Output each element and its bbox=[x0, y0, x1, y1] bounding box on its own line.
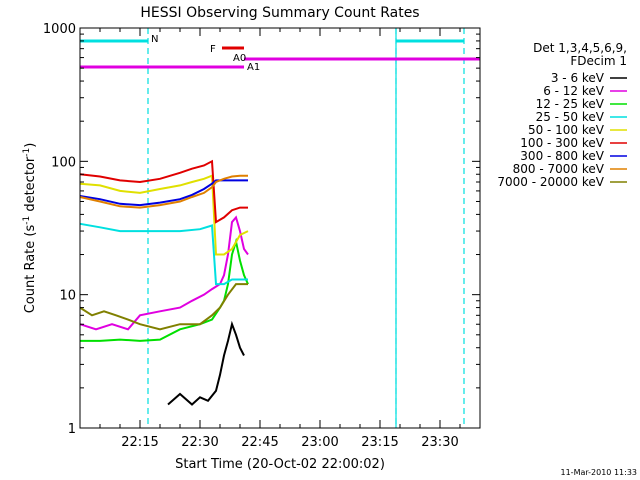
y-axis-label-main: Count Rate (s bbox=[23, 225, 38, 314]
legend-header-1: Det 1,3,4,5,6,9, bbox=[533, 41, 627, 55]
series-line bbox=[167, 320, 245, 406]
series-line bbox=[79, 174, 248, 209]
series-line bbox=[79, 174, 249, 256]
legend-header-2: FDecim 1 bbox=[570, 54, 627, 68]
x-axis-ticks: 22:15 22:30 22:45 23:00 23:15 23:30 bbox=[79, 28, 481, 450]
series-line bbox=[80, 237, 249, 342]
series-line bbox=[79, 215, 249, 331]
x-tick-label: 22:15 bbox=[121, 435, 158, 450]
y-tick-label: 100 bbox=[51, 155, 76, 170]
legend-label: 12 - 25 keV bbox=[536, 97, 605, 111]
y-axis-label: Count Rate (s-1 detector-1) bbox=[22, 143, 38, 314]
y-axis-label-mid: detector bbox=[23, 156, 38, 216]
x-tick-label: 23:30 bbox=[421, 435, 458, 450]
legend-label: 100 - 300 keV bbox=[520, 136, 604, 150]
y-tick-label: 1 bbox=[68, 422, 76, 437]
flare-label: F bbox=[210, 44, 216, 55]
legend-label: 25 - 50 keV bbox=[536, 110, 605, 124]
x-tick-label: 22:30 bbox=[181, 435, 218, 450]
legend-label: 3 - 6 keV bbox=[551, 71, 605, 85]
plot-frame bbox=[79, 27, 481, 429]
series-line bbox=[79, 159, 248, 224]
y-axis-label-exp2: -1 bbox=[22, 148, 32, 157]
legend-label: 800 - 7000 keV bbox=[513, 162, 605, 176]
y-tick-label: 1000 bbox=[43, 22, 76, 37]
attenuator-a1-label: A1 bbox=[247, 62, 260, 73]
y-tick-label: 10 bbox=[59, 289, 76, 304]
y-axis-label-exp1: -1 bbox=[22, 216, 32, 225]
legend-label: 7000 - 20000 keV bbox=[497, 175, 604, 189]
series-line bbox=[79, 283, 248, 331]
x-tick-label: 23:15 bbox=[361, 435, 398, 450]
chart-title: HESSI Observing Summary Count Rates bbox=[140, 5, 419, 21]
y-axis-ticks: 1 10 100 1000 bbox=[43, 22, 480, 437]
y-axis-label-end: ) bbox=[23, 143, 38, 148]
night-label: N bbox=[151, 34, 158, 45]
legend-label: 6 - 12 keV bbox=[543, 84, 605, 98]
timestamp: 11-Mar-2010 11:33 bbox=[561, 468, 638, 477]
legend-label: 300 - 800 keV bbox=[520, 149, 604, 163]
x-axis-label: Start Time (20-Oct-02 22:00:02) bbox=[175, 457, 385, 472]
x-tick-label: 23:00 bbox=[301, 435, 338, 450]
series-line bbox=[79, 222, 248, 286]
legend-label: 50 - 100 keV bbox=[528, 123, 605, 137]
x-tick-label: 22:45 bbox=[241, 435, 278, 450]
series-line bbox=[79, 179, 248, 207]
attenuator-a0-label: A0 bbox=[233, 53, 246, 64]
